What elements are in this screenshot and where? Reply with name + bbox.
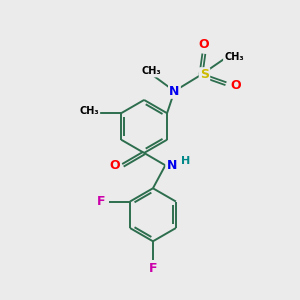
Text: H: H [181, 156, 190, 166]
Text: S: S [200, 68, 209, 81]
Text: O: O [110, 159, 120, 172]
Text: CH₃: CH₃ [80, 106, 99, 116]
Text: O: O [230, 79, 241, 92]
Text: F: F [97, 195, 106, 208]
Text: N: N [167, 159, 177, 172]
Text: CH₃: CH₃ [224, 52, 244, 62]
Text: CH₃: CH₃ [141, 66, 161, 76]
Text: N: N [169, 85, 180, 98]
Text: O: O [199, 38, 209, 51]
Text: F: F [149, 262, 157, 275]
